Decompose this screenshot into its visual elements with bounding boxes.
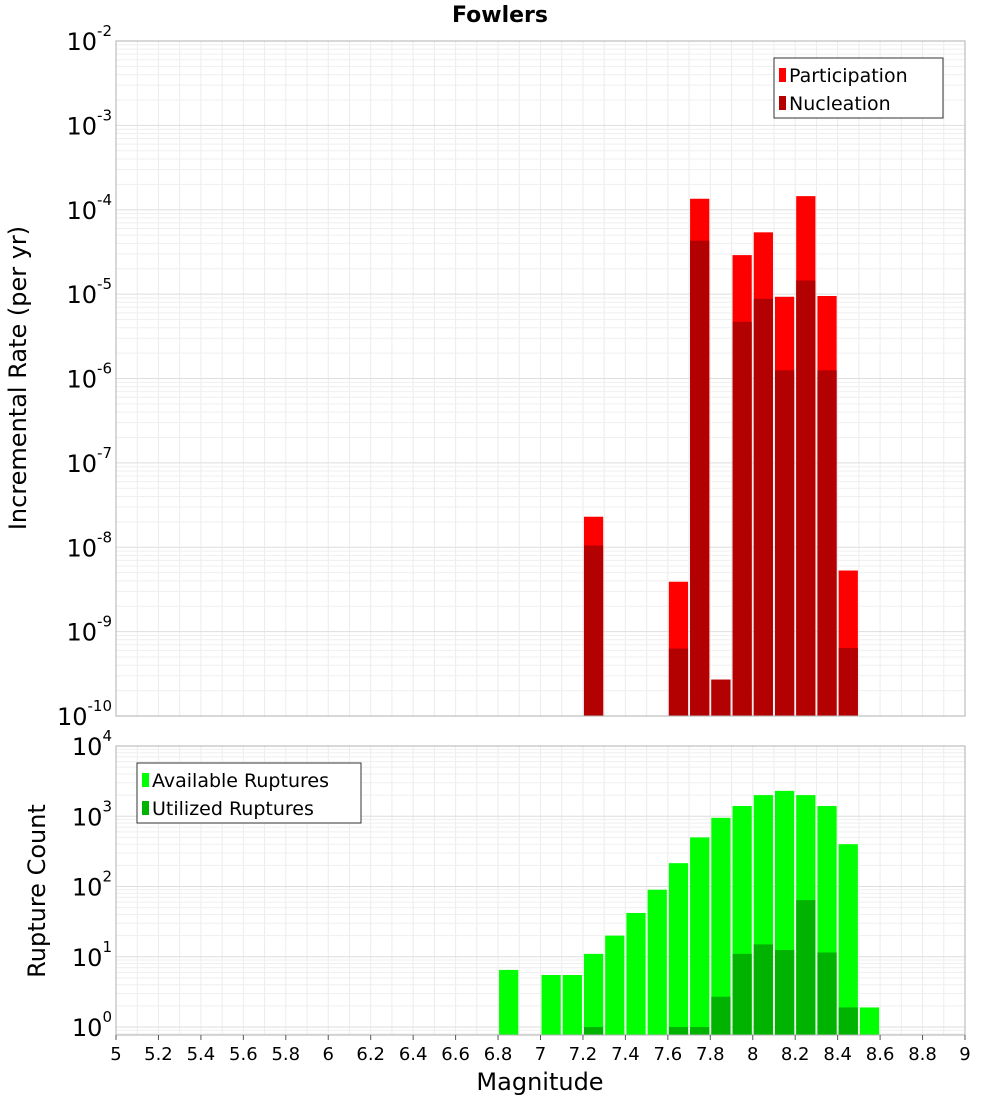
x-tick-label: 9 — [959, 1044, 970, 1065]
legend-swatch — [142, 801, 149, 815]
y-tick-label: 104 — [72, 727, 112, 761]
chart-title: Fowlers — [452, 3, 548, 28]
bar-available-ruptures — [605, 935, 625, 1035]
bottom-legend: Available Ruptures Utilized Ruptures — [136, 762, 362, 824]
y-tick-label: 10-6 — [66, 360, 112, 394]
legend-entry: Participation — [789, 65, 908, 87]
legend-entry: Nucleation — [789, 93, 891, 115]
top-grid — [115, 40, 966, 717]
y-tick-label: 10-2 — [66, 22, 112, 56]
bar-available-ruptures — [838, 844, 858, 1035]
y-tick-label: 10-9 — [66, 613, 112, 647]
bottom-x-ticks: 5 5.2 5.4 5.6 5.8 6 6.2 6.4 6.6 6.8 7 7.2 7.4 7.6 7.8 8… — [110, 1035, 971, 1065]
top-panel: 10-2 10-3 10-4 10-5 10-6 10-7 10-8 10-9 10-10 In… — [4, 22, 966, 731]
x-tick-label: 7.8 — [696, 1044, 725, 1065]
bar-available-ruptures — [562, 975, 582, 1035]
bar-nucleation — [711, 679, 731, 716]
x-tick-label: 8.4 — [823, 1044, 852, 1065]
x-tick-label: 6.6 — [441, 1044, 470, 1065]
y-tick-label: 10-3 — [66, 106, 112, 140]
bar-available-ruptures — [668, 863, 689, 1035]
bar-nucleation — [753, 298, 773, 716]
legend-entry: Utilized Ruptures — [152, 798, 314, 820]
x-tick-label: 8.2 — [781, 1044, 810, 1065]
bar-nucleation — [690, 240, 710, 717]
bar-available-ruptures — [690, 837, 710, 1035]
bar-nucleation — [817, 370, 837, 716]
x-tick-label: 7.6 — [654, 1044, 683, 1065]
y-tick-label: 101 — [72, 938, 112, 972]
y-tick-label: 103 — [72, 797, 112, 831]
legend-box — [136, 762, 362, 824]
bar-utilized-ruptures — [690, 1027, 710, 1035]
y-tick-label: 10-7 — [66, 444, 112, 478]
x-tick-label: 5.8 — [271, 1044, 300, 1065]
legend-swatch — [779, 68, 786, 82]
top-bars — [583, 196, 858, 717]
y-tick-label: 10-10 — [57, 697, 112, 731]
bar-nucleation — [838, 647, 858, 716]
x-tick-label: 5.2 — [144, 1044, 173, 1065]
bar-utilized-ruptures — [796, 900, 816, 1035]
top-legend: Participation Nucleation — [773, 57, 944, 119]
x-tick-label: 5.4 — [187, 1044, 216, 1065]
bar-available-ruptures — [711, 817, 731, 1035]
bar-available-ruptures — [499, 969, 519, 1035]
legend-box — [773, 57, 944, 119]
bar-available-ruptures — [647, 889, 667, 1035]
legend-swatch — [779, 96, 786, 110]
bottom-y-ticks: 104 103 102 101 100 — [72, 727, 112, 1042]
bar-utilized-ruptures — [711, 996, 731, 1035]
x-tick-label: 6.4 — [399, 1044, 428, 1065]
x-tick-label: 7 — [535, 1044, 546, 1065]
bar-utilized-ruptures — [817, 952, 837, 1035]
y-tick-label: 10-4 — [66, 191, 112, 225]
bar-nucleation — [583, 545, 604, 716]
x-tick-label: 7.2 — [569, 1044, 598, 1065]
bar-utilized-ruptures — [753, 944, 773, 1035]
bar-available-ruptures — [626, 912, 646, 1035]
y-tick-label: 10-8 — [66, 528, 112, 562]
x-axis-label: Magnitude — [476, 1068, 603, 1096]
x-tick-label: 5 — [110, 1044, 121, 1065]
bar-utilized-ruptures — [668, 1027, 689, 1035]
top-plot-frame — [115, 40, 966, 717]
bar-nucleation — [774, 370, 795, 716]
bar-utilized-ruptures — [774, 949, 795, 1035]
bar-available-ruptures — [541, 975, 561, 1035]
bar-available-ruptures — [583, 953, 604, 1035]
y-tick-label: 100 — [72, 1008, 112, 1042]
bar-nucleation — [668, 648, 689, 716]
bottom-y-axis-label: Rupture Count — [23, 804, 51, 978]
bar-utilized-ruptures — [732, 953, 752, 1035]
bar-utilized-ruptures — [583, 1027, 604, 1035]
y-tick-label: 102 — [72, 868, 112, 902]
bottom-bars — [499, 790, 880, 1035]
x-tick-label: 6.2 — [356, 1044, 385, 1065]
bar-available-ruptures — [859, 1007, 880, 1035]
x-tick-label: 5.6 — [229, 1044, 258, 1065]
x-tick-label: 8 — [747, 1044, 758, 1065]
top-y-axis-label: Incremental Rate (per yr) — [4, 226, 32, 530]
bar-utilized-ruptures — [838, 1007, 858, 1035]
x-tick-label: 6 — [323, 1044, 334, 1065]
bottom-panel: 104 103 102 101 100 5 5.2 5.4 5.6 5.8 6 6.2 6.4 6.6 6… — [23, 727, 971, 1096]
legend-entry: Available Ruptures — [152, 770, 329, 792]
legend-swatch — [142, 773, 149, 787]
top-y-ticks: 10-2 10-3 10-4 10-5 10-6 10-7 10-8 10-9 10-10 — [57, 22, 112, 731]
x-tick-label: 8.8 — [908, 1044, 937, 1065]
x-tick-label: 6.8 — [484, 1044, 513, 1065]
x-tick-label: 7.4 — [611, 1044, 640, 1065]
y-tick-label: 10-5 — [66, 275, 112, 309]
bar-nucleation — [796, 280, 816, 716]
x-tick-label: 8.6 — [866, 1044, 895, 1065]
bar-nucleation — [732, 321, 752, 716]
